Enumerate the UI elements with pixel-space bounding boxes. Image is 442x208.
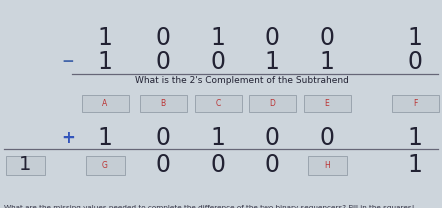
FancyBboxPatch shape [304, 94, 351, 111]
Text: 1: 1 [320, 50, 335, 74]
Text: +: + [61, 129, 75, 147]
FancyBboxPatch shape [248, 94, 296, 111]
Text: 1: 1 [265, 50, 279, 74]
Text: 0: 0 [156, 153, 171, 177]
Text: 0: 0 [156, 126, 171, 150]
Text: 1: 1 [210, 126, 225, 150]
Text: −: − [61, 54, 74, 69]
Text: 1: 1 [408, 153, 423, 177]
Text: F: F [413, 99, 417, 108]
Text: E: E [324, 99, 329, 108]
FancyBboxPatch shape [5, 156, 45, 175]
Text: H: H [324, 161, 330, 170]
Text: What are the missing values needed to complete the difference of the two binary : What are the missing values needed to co… [4, 205, 415, 208]
Text: 0: 0 [320, 126, 335, 150]
FancyBboxPatch shape [140, 94, 187, 111]
Text: 0: 0 [408, 50, 423, 74]
Text: 0: 0 [156, 50, 171, 74]
Text: D: D [269, 99, 275, 108]
Text: A: A [103, 99, 107, 108]
FancyBboxPatch shape [308, 156, 347, 175]
Text: 0: 0 [264, 26, 279, 50]
Text: 0: 0 [264, 126, 279, 150]
Text: C: C [215, 99, 221, 108]
Text: 1: 1 [98, 26, 112, 50]
FancyBboxPatch shape [81, 94, 129, 111]
Text: 0: 0 [320, 26, 335, 50]
Text: B: B [160, 99, 166, 108]
FancyBboxPatch shape [194, 94, 241, 111]
FancyBboxPatch shape [85, 156, 125, 175]
Text: 1: 1 [19, 156, 31, 175]
Text: 0: 0 [210, 153, 225, 177]
Text: 0: 0 [210, 50, 225, 74]
Text: 1: 1 [98, 126, 112, 150]
FancyBboxPatch shape [392, 94, 438, 111]
Text: 0: 0 [264, 153, 279, 177]
Text: 0: 0 [156, 26, 171, 50]
Text: 1: 1 [408, 126, 423, 150]
Text: G: G [102, 161, 108, 170]
Text: 1: 1 [210, 26, 225, 50]
Text: 1: 1 [98, 50, 112, 74]
Text: 1: 1 [408, 26, 423, 50]
Text: What is the 2's Complement of the Subtrahend: What is the 2's Complement of the Subtra… [135, 76, 349, 85]
